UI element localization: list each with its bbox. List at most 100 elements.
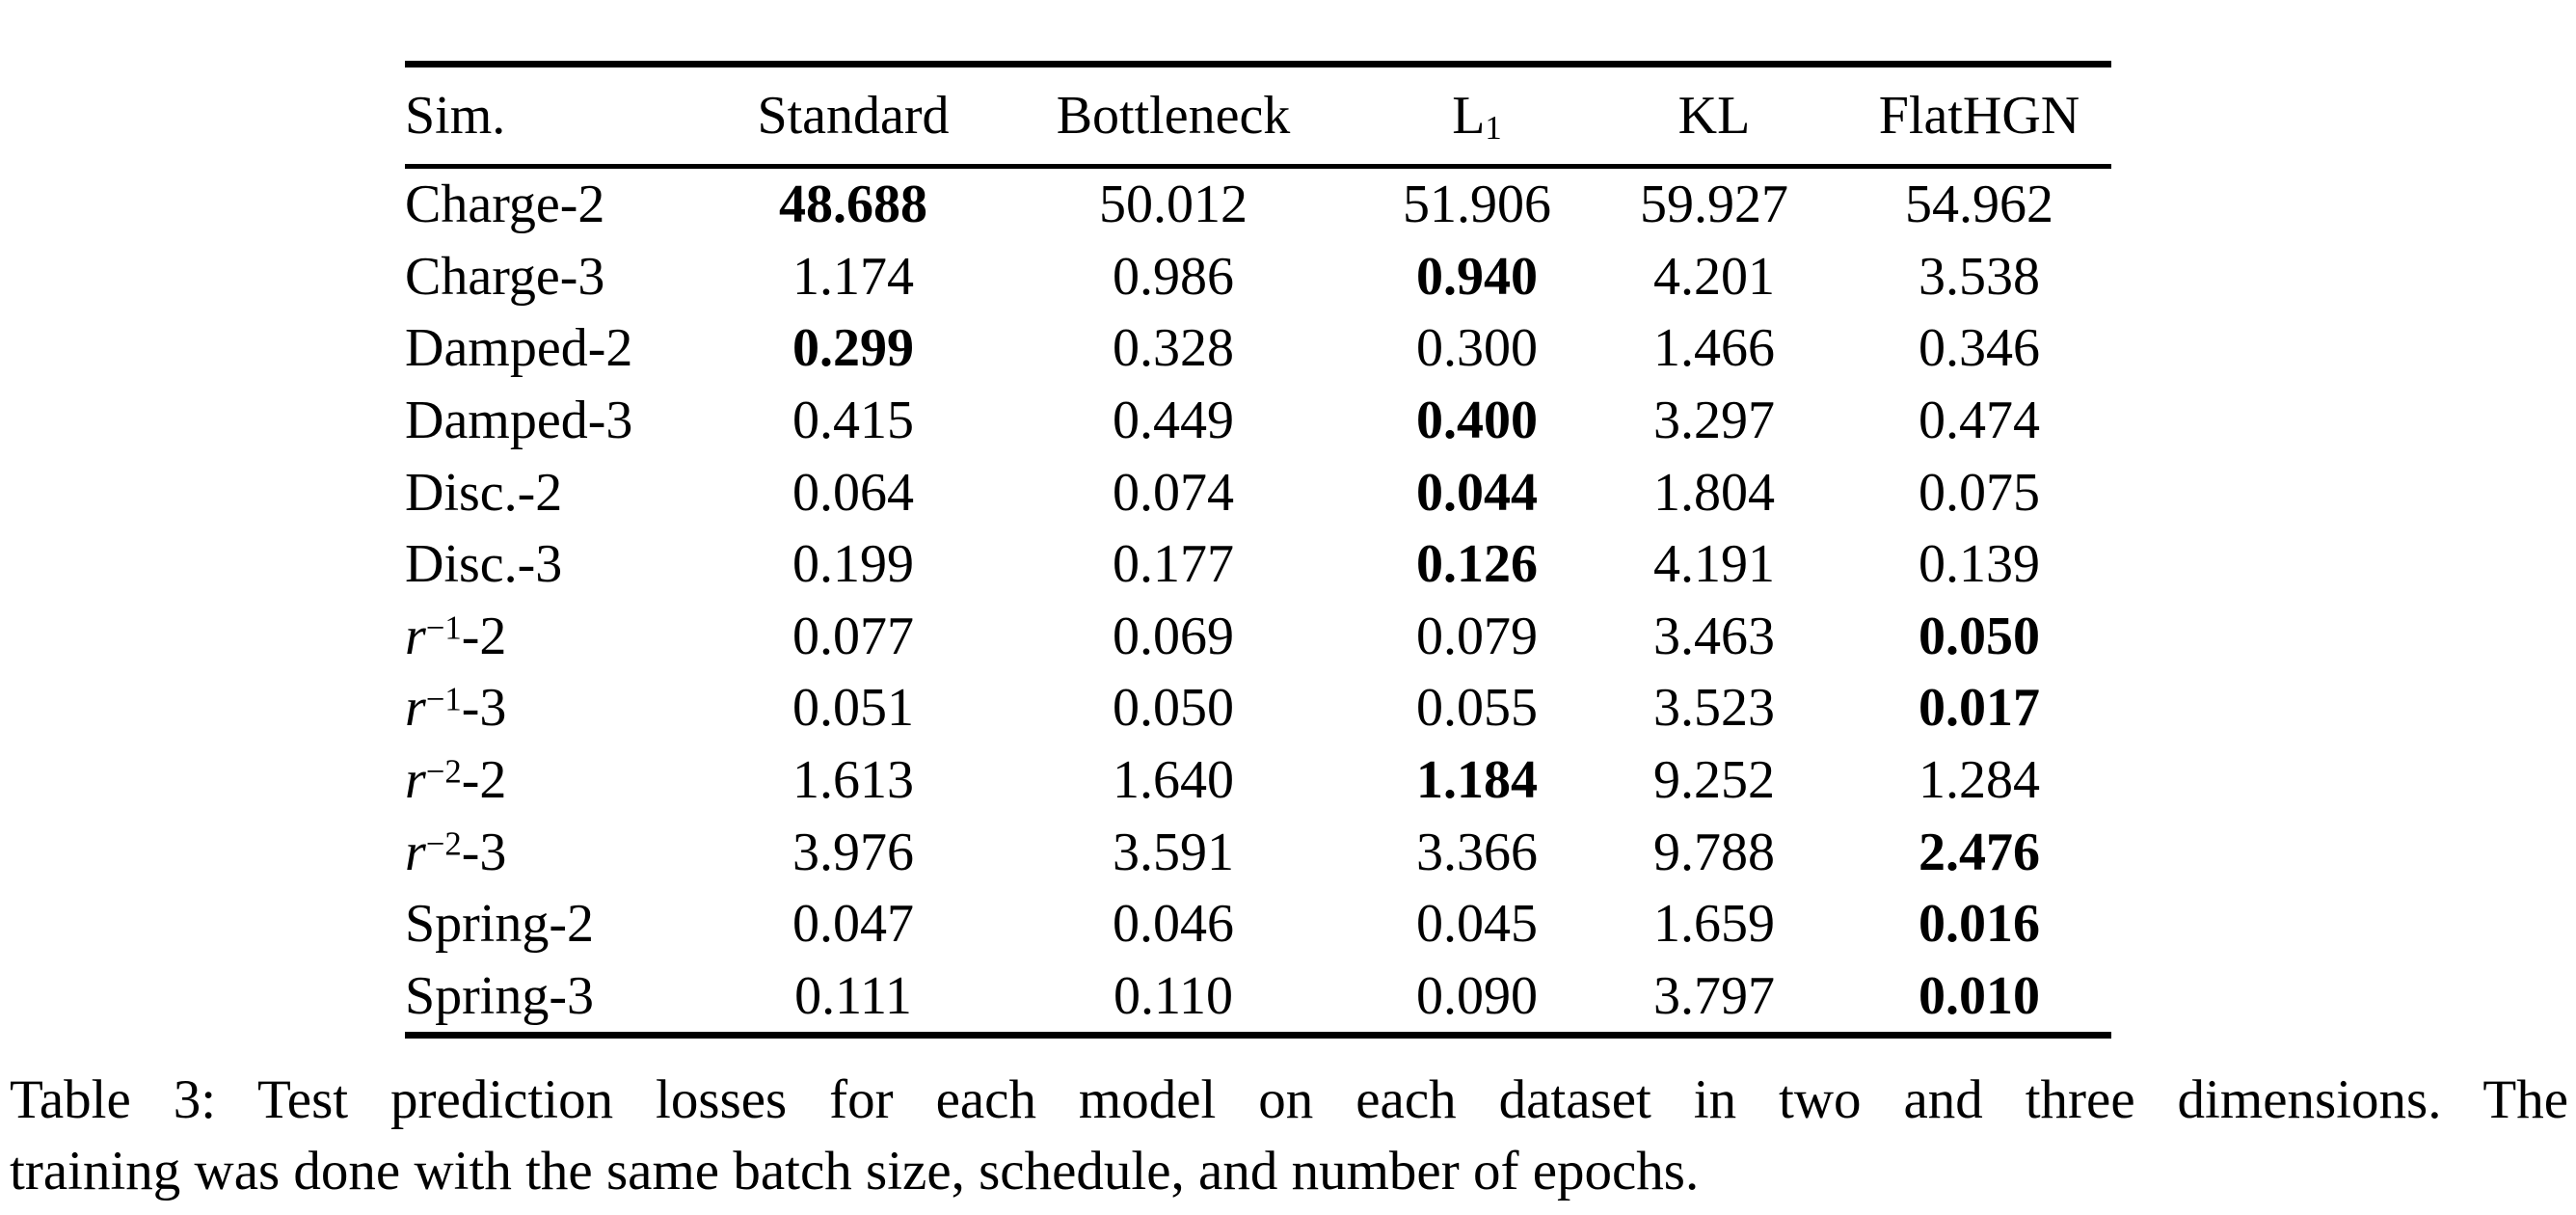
column-header-label: KL [1677, 86, 1751, 146]
column-header-label: Bottleneck [1056, 86, 1291, 146]
sim-label: Charge-3 [405, 246, 605, 307]
loss-value-cell: 0.050 [1919, 606, 2040, 666]
sim-label-cell: r−1-2 [405, 606, 733, 667]
loss-value-cell: 0.016 [1919, 894, 2040, 955]
loss-value-cell: 0.400 [1416, 391, 1538, 451]
table-row: r−1-2 0.077 0.069 0.079 3.463 0.050 [405, 601, 2111, 673]
loss-value-cell: 0.069 [1113, 606, 1234, 666]
sim-label-dimension: -3 [461, 678, 507, 739]
loss-value-cell: 59.927 [1640, 175, 1788, 235]
table-row: r−2-2 1.613 1.640 1.184 9.252 1.284 [405, 744, 2111, 817]
sim-label-dimension: -2 [461, 606, 507, 666]
loss-value-cell: 0.940 [1416, 246, 1538, 307]
sim-label-cell: Disc.-3 [405, 533, 733, 595]
column-header: L1 [1373, 85, 1581, 147]
sim-label: Spring-3 [405, 965, 594, 1026]
loss-value-cell: 0.474 [1919, 391, 2040, 451]
loss-value-cell: 3.523 [1653, 678, 1775, 739]
loss-value-cell: 3.297 [1653, 391, 1775, 451]
loss-value-cell: 1.640 [1113, 750, 1234, 811]
loss-value-cell: 48.688 [779, 175, 927, 235]
loss-value-cell: 50.012 [1099, 175, 1248, 235]
sim-label-cell: Spring-3 [405, 965, 733, 1027]
loss-value-cell: 4.191 [1653, 534, 1775, 595]
table-bottom-rule [405, 1032, 2111, 1040]
sim-label-cell: r−2-3 [405, 822, 733, 883]
column-header: KL [1581, 85, 1847, 147]
column-header-label: L [1452, 86, 1486, 146]
loss-value-cell: 0.047 [792, 894, 914, 955]
table-row: Charge-2 48.688 50.012 51.906 59.927 54.962 [405, 169, 2111, 241]
table-header-rule [405, 164, 2111, 169]
loss-value-cell: 0.300 [1416, 318, 1538, 379]
loss-value-cell: 0.017 [1919, 678, 2040, 739]
loss-value-cell: 0.126 [1416, 534, 1538, 595]
loss-value-cell: 3.797 [1653, 965, 1775, 1026]
sim-label: Charge-2 [405, 175, 605, 235]
loss-value-cell: 1.284 [1919, 750, 2040, 811]
loss-value-cell: 0.328 [1113, 318, 1234, 379]
loss-value-cell: 0.050 [1113, 678, 1234, 739]
column-header-label: Standard [757, 86, 950, 146]
table-row: Damped-2 0.299 0.328 0.300 1.466 0.346 [405, 312, 2111, 385]
loss-value-cell: 3.538 [1919, 246, 2040, 307]
table-row: Disc.-2 0.064 0.074 0.044 1.804 0.075 [405, 456, 2111, 528]
loss-value-cell: 3.463 [1653, 606, 1775, 666]
sim-label-exponent: −1 [425, 608, 462, 647]
loss-value-cell: 51.906 [1403, 175, 1551, 235]
sim-label-cell: r−2-2 [405, 749, 733, 811]
loss-value-cell: 3.976 [792, 822, 914, 882]
sim-label: Damped-2 [405, 318, 633, 379]
table-header-row: Sim. Standard Bottleneck L1 KL FlatHGN [405, 68, 2111, 164]
table-row: r−1-3 0.051 0.050 0.055 3.523 0.017 [405, 672, 2111, 744]
column-header: Bottleneck [974, 85, 1373, 147]
sim-label-exponent: −2 [425, 824, 462, 863]
results-table-body: Charge-2 48.688 50.012 51.906 59.927 54.962 Ch… [405, 169, 2111, 1032]
loss-value-cell: 1.613 [792, 750, 914, 811]
loss-value-cell: 0.075 [1919, 462, 2040, 523]
sim-label-cell: r−1-3 [405, 677, 733, 739]
sim-label-dimension: -2 [461, 750, 507, 811]
table-row: Damped-3 0.415 0.449 0.400 3.297 0.474 [405, 385, 2111, 457]
loss-value-cell: 54.962 [1905, 175, 2053, 235]
column-header: Standard [733, 85, 974, 147]
loss-value-cell: 0.046 [1113, 894, 1234, 955]
column-header-label: FlatHGN [1878, 86, 2080, 146]
loss-value-cell: 0.449 [1113, 391, 1234, 451]
loss-value-cell: 0.199 [792, 534, 914, 595]
loss-value-cell: 0.415 [792, 391, 914, 451]
table-caption: Table 3: Test prediction losses for each… [10, 1065, 2568, 1207]
loss-value-cell: 0.139 [1919, 534, 2040, 595]
loss-value-cell: 2.476 [1919, 822, 2040, 882]
column-header: Sim. [405, 85, 733, 147]
loss-value-cell: 0.074 [1113, 462, 1234, 523]
results-table: Sim. Standard Bottleneck L1 KL FlatHGN Charge… [405, 61, 2111, 1040]
table-top-rule [405, 61, 2111, 68]
loss-value-cell: 0.010 [1919, 965, 2040, 1026]
sim-label-cell: Disc.-2 [405, 462, 733, 524]
caption-line: Table 3: Test prediction losses for each… [10, 1069, 2568, 1130]
loss-value-cell: 0.110 [1114, 965, 1233, 1026]
sim-label-variable: r [405, 822, 426, 882]
loss-value-cell: 1.466 [1653, 318, 1775, 379]
sim-label-exponent: −2 [425, 752, 462, 791]
loss-value-cell: 0.299 [792, 318, 914, 379]
sim-label-variable: r [405, 750, 426, 811]
loss-value-cell: 1.184 [1416, 750, 1538, 811]
loss-value-cell: 9.252 [1653, 750, 1775, 811]
table-row: Disc.-3 0.199 0.177 0.126 4.191 0.139 [405, 528, 2111, 601]
loss-value-cell: 0.986 [1113, 246, 1234, 307]
loss-value-cell: 0.111 [794, 965, 912, 1026]
sim-label-cell: Spring-2 [405, 893, 733, 955]
loss-value-cell: 1.804 [1653, 462, 1775, 523]
sim-label-cell: Damped-2 [405, 317, 733, 379]
loss-value-cell: 1.174 [792, 246, 914, 307]
loss-value-cell: 0.044 [1416, 462, 1538, 523]
loss-value-cell: 4.201 [1653, 246, 1775, 307]
loss-value-cell: 0.055 [1416, 678, 1538, 739]
table-row: Spring-3 0.111 0.110 0.090 3.797 0.010 [405, 960, 2111, 1033]
loss-value-cell: 0.064 [792, 462, 914, 523]
loss-value-cell: 3.591 [1113, 822, 1234, 882]
caption-line: training was done with the same batch si… [10, 1141, 1700, 1202]
column-header-subscript: 1 [1485, 109, 1502, 148]
